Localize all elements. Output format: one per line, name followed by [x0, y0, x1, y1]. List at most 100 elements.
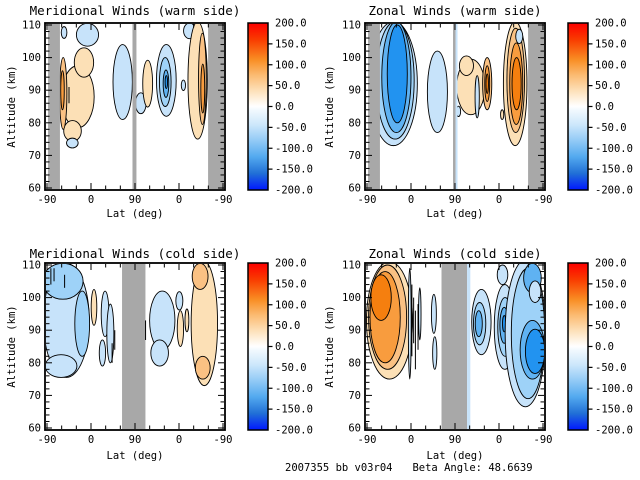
y-tick-label: 110	[342, 260, 361, 272]
x-tick-label: -90	[214, 434, 233, 446]
colorbar-tick-label: 100.0	[595, 299, 627, 311]
colorbar-tick-label: -100.0	[275, 143, 313, 155]
colorbar-tick-label: 0.0	[595, 101, 614, 113]
colorbar-zonal-cold	[567, 262, 589, 431]
colorbar-tick-label: -100.0	[275, 383, 313, 395]
x-tick-label: 0	[496, 434, 502, 446]
y-tick-label: 70	[28, 150, 41, 162]
x-axis-label-top-left: Lat (deg)	[106, 208, 164, 220]
panel-meridional-warm: -90 0 90 0 -90 110 100 90 80 70 60 200.0 150.0 100.0 5…	[22, 18, 313, 207]
colorbar-tick-label: -50.0	[275, 122, 307, 134]
y-axis-label-top-left: Altitude (km)	[5, 65, 18, 148]
colorbar-tick-label: 150.0	[595, 278, 627, 290]
y-tick-label: 80	[28, 357, 41, 369]
colorbar-tick-label: 0.0	[595, 341, 614, 353]
panel-zonal-warm: -90 0 90 0 -90 110 100 90 80 70 60 200.0 150.0 100.0 5…	[342, 18, 633, 207]
y-tick-label: 60	[348, 423, 361, 435]
colorbar-tick-label: -100.0	[595, 383, 633, 395]
colorbar-tick-label: 50.0	[595, 320, 620, 332]
x-tick-label: 0	[408, 194, 414, 206]
y-tick-label: 80	[348, 357, 361, 369]
colorbar-tick-label: -200.0	[275, 425, 313, 437]
y-tick-label: 100	[22, 52, 41, 64]
contour-area-zonal-warm	[366, 24, 544, 189]
y-tick-label: 110	[22, 20, 41, 32]
colorbar-tick-label: -200.0	[275, 185, 313, 197]
colorbar-tick-label: 200.0	[595, 258, 627, 270]
y-tick-label: 110	[22, 260, 41, 272]
colorbar-tick-label: 50.0	[275, 320, 300, 332]
x-tick-label: 0	[176, 194, 182, 206]
x-axis-label-top-right: Lat (deg)	[426, 208, 484, 220]
x-tick-label: -90	[214, 194, 233, 206]
y-tick-label: 60	[28, 183, 41, 195]
x-tick-label: -90	[38, 194, 57, 206]
x-tick-label: 0	[88, 194, 94, 206]
y-tick-label: 90	[28, 325, 41, 337]
x-axis-label-bottom-right: Lat (deg)	[426, 450, 484, 462]
y-tick-label: 80	[28, 117, 41, 129]
y-tick-label: 90	[28, 85, 41, 97]
colorbar-tick-label: -100.0	[595, 143, 633, 155]
footer-caption: 2007355 bb v03r04 Beta Angle: 48.6639	[285, 462, 533, 475]
colorbar-tick-label: 200.0	[595, 18, 627, 30]
colorbar-tick-label: -150.0	[595, 164, 633, 176]
x-tick-label: 0	[176, 434, 182, 446]
x-tick-label: -90	[358, 194, 377, 206]
colorbar-tick-label: 150.0	[275, 278, 307, 290]
colorbar-tick-label: 50.0	[275, 80, 300, 92]
colorbar-tick-label: 0.0	[275, 341, 294, 353]
colorbar-tick-label: 50.0	[595, 80, 620, 92]
x-tick-label: 90	[449, 434, 462, 446]
colorbar-tick-label: -50.0	[275, 362, 307, 374]
y-tick-label: 70	[28, 390, 41, 402]
panel-title-zonal-warm: Zonal Winds (warm side)	[368, 3, 542, 18]
colorbar-tick-label: 200.0	[275, 18, 307, 30]
y-tick-label: 80	[348, 117, 361, 129]
y-tick-label: 90	[348, 325, 361, 337]
x-tick-label: 90	[129, 194, 142, 206]
colorbar-zonal-warm	[567, 22, 589, 191]
y-tick-label: 90	[348, 85, 361, 97]
colorbar-meridional-cold	[247, 262, 269, 431]
colorbar-tick-label: -50.0	[595, 122, 627, 134]
x-tick-label: 0	[496, 194, 502, 206]
x-tick-label: -90	[534, 434, 553, 446]
panel-title-zonal-cold: Zonal Winds (cold side)	[368, 246, 542, 261]
colorbar-tick-label: 150.0	[595, 38, 627, 50]
y-tick-label: 60	[348, 183, 361, 195]
y-axis-label-top-right: Altitude (km)	[323, 65, 336, 148]
y-tick-label: 100	[342, 52, 361, 64]
panel-title-meridional-warm: Meridional Winds (warm side)	[29, 3, 241, 18]
x-tick-label: 0	[88, 434, 94, 446]
x-tick-label: 90	[129, 434, 142, 446]
footer-beta-angle: Beta Angle: 48.6639	[412, 462, 533, 474]
colorbar-tick-label: -150.0	[595, 404, 633, 416]
panel-title-meridional-cold: Meridional Winds (cold side)	[29, 246, 241, 261]
colorbar-meridional-warm	[247, 22, 269, 191]
colorbar-tick-label: -200.0	[595, 425, 633, 437]
x-tick-label: 90	[449, 194, 462, 206]
x-tick-label: -90	[38, 434, 57, 446]
x-tick-label: -90	[534, 194, 553, 206]
colorbar-tick-label: -50.0	[595, 362, 627, 374]
x-tick-label: -90	[358, 434, 377, 446]
y-tick-label: 70	[348, 390, 361, 402]
colorbar-tick-label: 100.0	[275, 299, 307, 311]
footer-run-id: 2007355 bb v03r04	[285, 462, 393, 474]
colorbar-tick-label: 100.0	[595, 59, 627, 71]
y-tick-label: 110	[342, 20, 361, 32]
y-tick-label: 70	[348, 150, 361, 162]
panel-meridional-cold: -90 0 90 0 -90 110 100 90 80 70 60 200.0 150.0 100.0 5…	[22, 258, 313, 447]
colorbar-tick-label: -150.0	[275, 404, 313, 416]
y-axis-label-bottom-left: Altitude (km)	[5, 305, 18, 388]
y-tick-label: 100	[342, 292, 361, 304]
colorbar-tick-label: 150.0	[275, 38, 307, 50]
y-tick-label: 100	[22, 292, 41, 304]
x-tick-label: 0	[408, 434, 414, 446]
colorbar-tick-label: 200.0	[275, 258, 307, 270]
colorbar-tick-label: -150.0	[275, 164, 313, 176]
colorbar-tick-label: 100.0	[275, 59, 307, 71]
